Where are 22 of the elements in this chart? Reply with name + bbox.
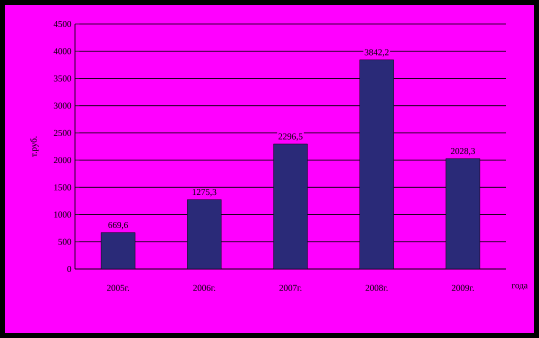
data-label: 1275,3 bbox=[192, 189, 216, 196]
x-axis-title: года bbox=[512, 284, 528, 290]
y-tick-label: 3500 bbox=[54, 75, 72, 82]
data-label: 2028,3 bbox=[450, 148, 475, 156]
y-tick-label: 2500 bbox=[54, 130, 72, 136]
data-label: 3842,2 bbox=[364, 49, 389, 57]
x-tick-label: 2007г. bbox=[279, 284, 302, 291]
y-tick-label: 500 bbox=[58, 238, 72, 245]
y-tick-label: 4000 bbox=[54, 48, 72, 54]
y-tick-label: 2000 bbox=[54, 157, 72, 164]
x-tick-label: 2008г. bbox=[366, 284, 388, 291]
x-tick-label: 2005г. bbox=[107, 284, 129, 291]
y-tick-label: 1000 bbox=[54, 212, 72, 218]
x-tick-label: 2006г. bbox=[193, 284, 216, 291]
y-axis-title: т.руб. bbox=[30, 136, 39, 157]
data-label: 669,6 bbox=[108, 222, 128, 230]
data-label: 2296,5 bbox=[278, 133, 303, 141]
y-tick-label: 4500 bbox=[54, 20, 72, 28]
y-tick-label: 0 bbox=[67, 266, 72, 272]
y-tick-label: 3000 bbox=[54, 102, 72, 109]
x-tick-label: 2009г. bbox=[452, 284, 474, 291]
y-tick-label: 1500 bbox=[54, 184, 72, 190]
